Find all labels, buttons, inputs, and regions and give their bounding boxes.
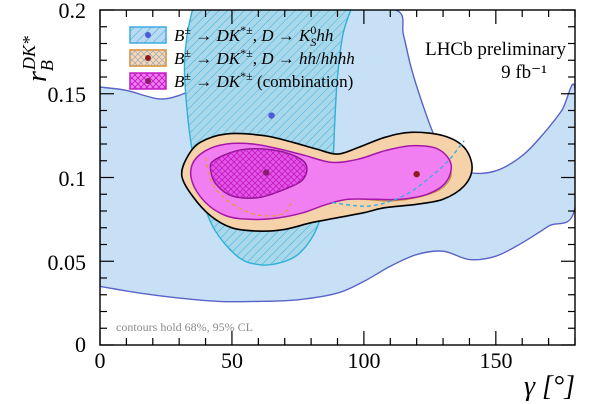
contour-layer bbox=[100, 10, 575, 303]
y-tick-label: 0.2 bbox=[59, 0, 87, 23]
best-fit-point bbox=[413, 170, 420, 178]
y-tick-label: 0.1 bbox=[59, 166, 87, 191]
legend-entry-combination: B± → DK*± (combination) bbox=[129, 69, 353, 91]
legend: B± → DK*±, D → K0 Shh B± → DK*±, D → hh/h… bbox=[129, 23, 355, 91]
legend-entry-hh: B± → DK*±, D → hh/hhhh bbox=[129, 46, 355, 68]
y-tick-label: 0 bbox=[75, 332, 86, 357]
luminosity-label: 9 fb⁻¹ bbox=[501, 62, 547, 83]
best-fit-points bbox=[263, 112, 420, 178]
y-tick-labels: 0 0.05 0.1 0.15 0.2 bbox=[48, 0, 87, 357]
hh-68-dashed-line bbox=[204, 157, 294, 217]
y-tick-label: 0.05 bbox=[48, 250, 87, 275]
best-fit-point bbox=[263, 169, 270, 176]
cl-note: contours hold 68%, 95% CL bbox=[116, 320, 253, 334]
x-axis-title: γ [°] bbox=[524, 371, 575, 402]
y-tick-label: 0.15 bbox=[48, 82, 87, 107]
lhcb-label: LHCb preliminary bbox=[425, 39, 566, 60]
svg-text:B± → DK*±, D → hh/hhhh: B± → DK*±, D → hh/hhhh bbox=[174, 46, 355, 68]
axis-ticks bbox=[99, 9, 576, 346]
x-tick-label: 150 bbox=[480, 348, 513, 373]
y-axis-title: rBDK* bbox=[19, 36, 57, 82]
best-fit-point bbox=[268, 112, 275, 119]
svg-text:B± → DK*± (combination): B± → DK*± (combination) bbox=[174, 69, 353, 91]
x-tick-labels: 0 50 100 150 bbox=[95, 348, 513, 373]
ks-68-dashed-line bbox=[332, 140, 465, 207]
comb-68-hatch bbox=[210, 148, 307, 199]
x-tick-label: 0 bbox=[95, 348, 106, 373]
legend-entry-ks: B± → DK*±, D → K0 Shh bbox=[129, 23, 333, 49]
svg-text:rBDK*: rBDK* bbox=[19, 36, 57, 82]
x-tick-label: 100 bbox=[348, 348, 381, 373]
x-tick-label: 50 bbox=[221, 348, 243, 373]
